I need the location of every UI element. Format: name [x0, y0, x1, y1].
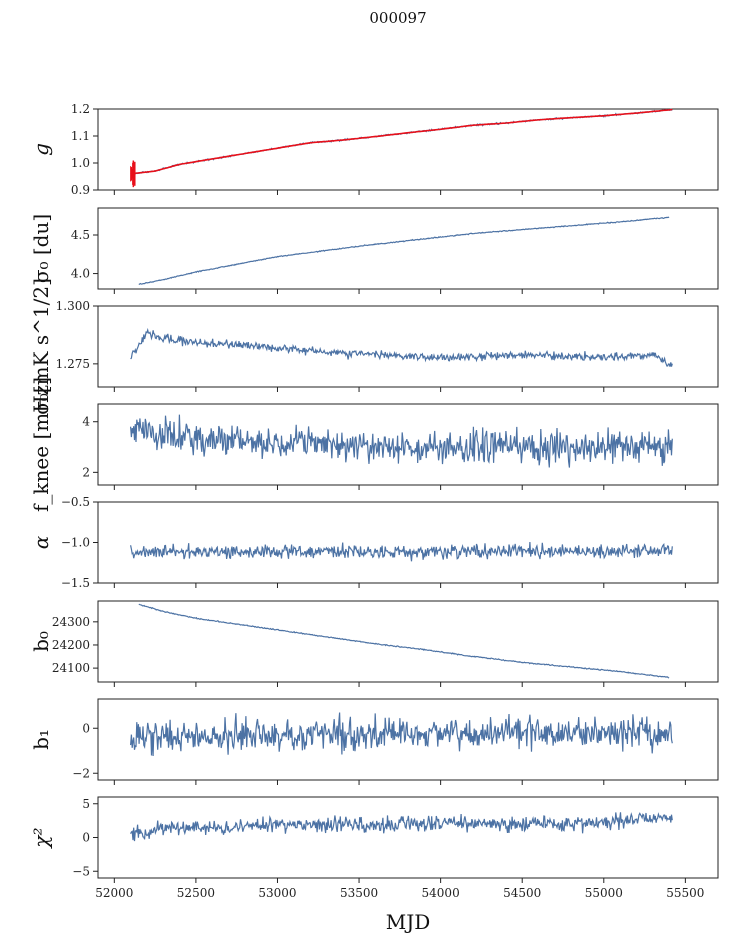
ytick-label-sigma0-mk-1: 1.300 [56, 299, 90, 313]
ytick-label-sigma0-du-0: 4.0 [71, 267, 90, 281]
series-chi2-0 [130, 812, 673, 842]
ylabel-chi2: χ² [29, 827, 53, 849]
panel-fknee: 2 4 f_knee [mHz] [29, 377, 719, 512]
panel-frame-g [97, 108, 719, 191]
ytick-label-chi2-2: 5 [82, 797, 90, 811]
xtick-label-1: 52500 [177, 886, 215, 900]
panel-frame-alpha [97, 501, 719, 584]
panels-group: 0.9 1.0 1.1 1.2 g 4.0 4.5 σ₀ [du] 1.275 1.300σ₀[m… [29, 102, 719, 900]
ytick-label-b0-2: 24300 [52, 615, 90, 629]
ytick-label-fknee-1: 4 [82, 415, 90, 429]
ytick-label-sigma0-du-1: 4.5 [71, 228, 90, 242]
panel-b0: 24100 24200 24300 b₀ [29, 600, 719, 687]
ytick-label-alpha-0: −1.5 [61, 576, 90, 590]
ytick-label-g-2: 1.1 [71, 129, 90, 143]
ytick-label-b1-1: 0 [82, 721, 90, 735]
series-g-0 [130, 108, 673, 175]
overlay-g [130, 108, 673, 175]
xtick-label-2: 53000 [258, 886, 296, 900]
ylabel-sigma0-du: σ₀ [du] [29, 214, 53, 283]
panel-alpha: −1.5 −1.0 −0.5 α [29, 495, 719, 590]
panel-g: 0.9 1.0 1.1 1.2 g [29, 102, 719, 197]
ytick-label-b0-0: 24100 [52, 661, 90, 675]
series-b0-0 [138, 603, 670, 679]
series-sigma0-mk-0 [130, 327, 673, 367]
panel-frame-chi2 [97, 796, 719, 879]
panel-b1: −2 0 b₁ [29, 698, 719, 785]
ylabel-alpha: α [29, 535, 53, 549]
ytick-label-alpha-2: −0.5 [61, 495, 90, 509]
figure-title: 000097 [369, 9, 426, 27]
ytick-label-g-0: 0.9 [71, 183, 90, 197]
panel-frame-sigma0-du [97, 207, 719, 290]
xtick-label-5: 54500 [503, 886, 541, 900]
panel-chi2: −5 0 5 52000 52500 53000 53500 54000 54500 55000 5… [29, 796, 719, 900]
panel-frame-sigma0-mk [97, 305, 719, 388]
series-sigma0-du-0 [138, 216, 670, 286]
panel-frame-b0 [97, 600, 719, 683]
ytick-label-chi2-1: 0 [82, 831, 90, 845]
ytick-label-g-1: 1.0 [71, 156, 90, 170]
series-b1-0 [130, 712, 673, 757]
series-fknee-0 [130, 414, 673, 468]
xtick-label-6: 55000 [585, 886, 623, 900]
ylabel-sigma0-mk: σ₀[mK s^1/2] [29, 278, 53, 415]
panel-frame-fknee [97, 403, 719, 486]
ytick-label-b1-0: −2 [72, 766, 90, 780]
xtick-label-3: 53500 [340, 886, 378, 900]
panel-sigma0-du: 4.0 4.5 σ₀ [du] [29, 207, 719, 294]
ytick-label-g-3: 1.2 [71, 102, 90, 116]
xtick-label-0: 52000 [95, 886, 133, 900]
xtick-label-7: 55500 [666, 886, 704, 900]
ytick-label-alpha-1: −1.0 [61, 536, 90, 550]
series-alpha-0 [130, 541, 673, 562]
xtick-label-4: 54000 [422, 886, 460, 900]
ylabel-b1: b₁ [29, 729, 53, 750]
ytick-label-fknee-0: 2 [82, 465, 90, 479]
ylabel-g: g [29, 143, 53, 156]
ytick-label-b0-1: 24200 [52, 638, 90, 652]
ylabel-fknee: f_knee [mHz] [29, 377, 53, 512]
x-axis-label: MJD [386, 910, 431, 934]
panel-frame-b1 [97, 698, 719, 781]
ytick-label-chi2-0: −5 [72, 864, 90, 878]
ytick-label-sigma0-mk-0: 1.275 [56, 357, 90, 371]
ylabel-b0: b₀ [29, 631, 53, 652]
